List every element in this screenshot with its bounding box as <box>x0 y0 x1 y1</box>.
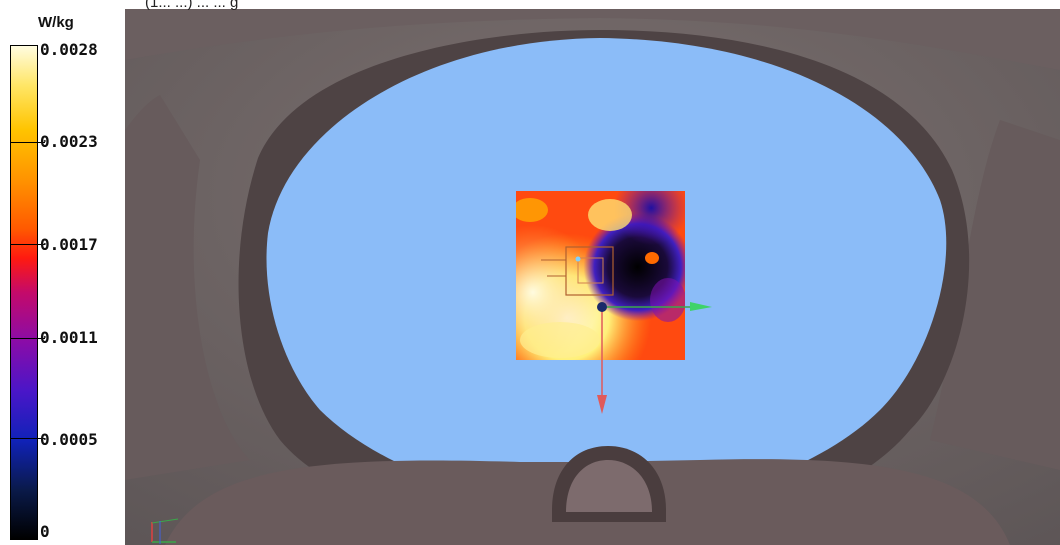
legend-colorbar <box>10 45 45 540</box>
zoom-scan-box <box>565 246 614 296</box>
legend-unit: W/kg <box>38 14 74 31</box>
zoom-scan-inner-box <box>577 257 604 284</box>
sar-area-scan <box>516 191 685 360</box>
tick-label-3: 0.0011 <box>40 328 98 347</box>
tick-line <box>11 438 45 439</box>
tick-label-4: 0.0005 <box>40 430 98 449</box>
tick-label-2: 0.0017 <box>40 235 98 254</box>
3d-viewport[interactable] <box>125 9 1060 545</box>
feed-point-dome-inner <box>566 460 652 512</box>
left-shell <box>125 95 250 480</box>
tick-label-5: 0 <box>40 522 50 541</box>
peak-marker <box>575 256 581 262</box>
tick-line <box>11 338 45 339</box>
tick-line <box>11 142 45 143</box>
upper-shell <box>125 9 1060 70</box>
tick-label-0: 0.0028 <box>40 40 98 59</box>
tick-line <box>11 244 45 245</box>
right-shell <box>930 120 1060 470</box>
scene-svg[interactable] <box>125 9 1060 545</box>
colorbar-legend: W/kg 0.0028 0.0023 0.0017 0.0011 0.0005 … <box>0 0 125 545</box>
axis-gizmo[interactable] <box>597 302 712 414</box>
tick-label-1: 0.0023 <box>40 132 98 151</box>
header-title: (1... ...) ... ... g <box>145 0 239 11</box>
header-strip: (1... ...) ... ... g <box>0 0 1060 11</box>
orientation-triad-icon <box>151 518 179 544</box>
